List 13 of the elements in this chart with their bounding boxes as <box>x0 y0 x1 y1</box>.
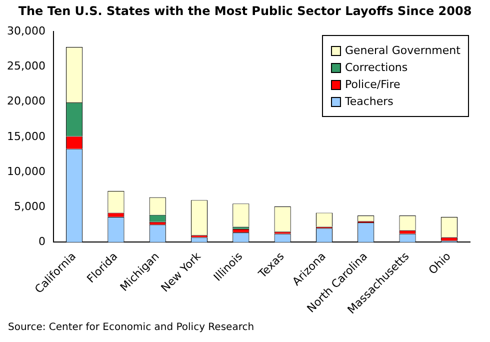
chart-title: The Ten U.S. States with the Most Public Sector Layoffs Since 2008 <box>17 4 473 18</box>
y-tick-label: 25,000 <box>6 60 46 73</box>
legend-label: General Government <box>345 44 460 57</box>
legend-label: Teachers <box>345 95 394 108</box>
source-note: Source: Center for Economic and Policy Research <box>8 322 254 333</box>
y-tick-label: 15,000 <box>6 130 46 143</box>
y-tick-label: 20,000 <box>6 94 46 108</box>
y-tick-label: 10,000 <box>6 164 46 178</box>
y-tick-label: 0 <box>38 235 46 248</box>
y-tick-label: 30,000 <box>6 24 46 38</box>
y-tick-label: 5,000 <box>14 200 46 213</box>
legend-label: Corrections <box>345 61 408 74</box>
legend-label: Police/Fire <box>345 78 400 91</box>
